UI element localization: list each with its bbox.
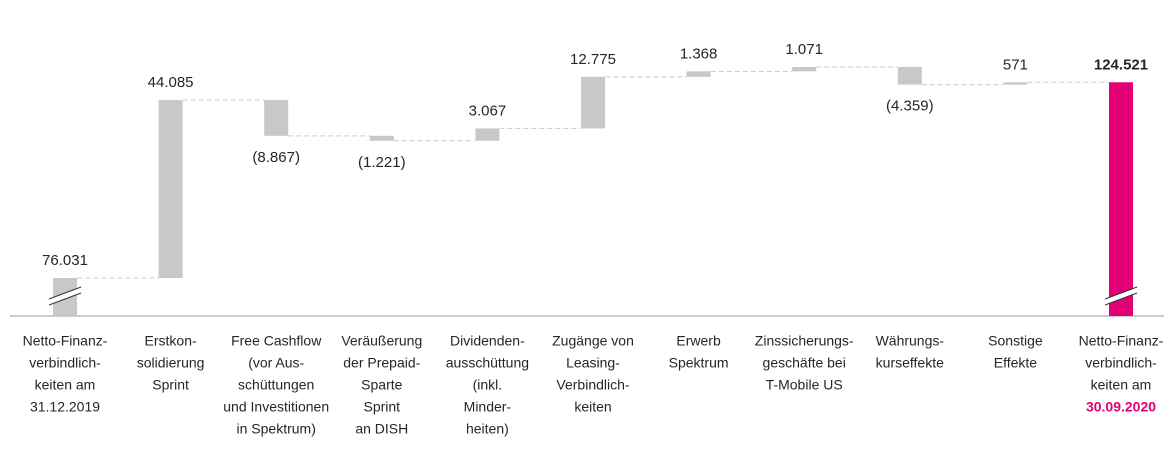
x-tick-label: (inkl.: [473, 377, 503, 393]
x-tick-label: und Investitionen: [223, 399, 329, 415]
x-tick-label: Sparte: [361, 377, 402, 393]
value-label: (1.221): [358, 154, 406, 171]
value-label: (8.867): [252, 149, 300, 166]
x-tick-label: Sprint: [152, 377, 189, 393]
x-tick-label: Effekte: [994, 355, 1038, 371]
x-tick-label: keiten: [574, 399, 611, 415]
bar: [264, 100, 289, 136]
axis-break: [48, 287, 82, 305]
x-tick-label: Veräußerung: [341, 333, 422, 349]
axis-break: [1104, 287, 1138, 305]
axis-break: [1104, 286, 1138, 300]
axis-break: [48, 286, 82, 300]
bar: [897, 67, 922, 85]
x-tick-label: Netto-Finanz-: [1079, 333, 1164, 349]
x-tick-label: Dividenden-: [450, 333, 525, 349]
x-tick-label: Leasing-: [566, 355, 620, 371]
x-tick-label: Währungs-: [876, 333, 945, 349]
x-tick-label: Zugänge von: [552, 333, 634, 349]
bar: [1003, 82, 1028, 85]
x-tick-label: an DISH: [355, 421, 408, 437]
x-tick-label: der Prepaid-: [343, 355, 420, 371]
x-tick-label: solidierung: [137, 355, 205, 371]
bar: [1109, 82, 1133, 316]
x-tick-label: Erstkon-: [145, 333, 197, 349]
value-label: 44.085: [148, 74, 194, 91]
value-label: 124.521: [1094, 56, 1148, 73]
x-tick-label: verbindlich-: [29, 355, 101, 371]
x-tick-label: Free Cashflow: [231, 333, 322, 349]
x-tick-label: kurseffekte: [876, 355, 944, 371]
bar: [369, 135, 394, 141]
value-label: 571: [1003, 56, 1028, 73]
x-tick-label: 31.12.2019: [30, 399, 100, 415]
bar: [475, 128, 500, 141]
bar: [686, 71, 711, 77]
x-tick-label: Spektrum: [669, 355, 729, 371]
x-tick-label: keiten am: [1091, 377, 1152, 393]
x-tick-label: Zinssicherungs-: [755, 333, 854, 349]
x-tick-label: 30.09.2020: [1086, 399, 1156, 415]
bar: [158, 100, 183, 278]
x-tick-label: Minder-: [464, 399, 512, 415]
axis-break: [48, 292, 82, 306]
x-tick-label: Sprint: [364, 399, 401, 415]
x-tick-label: heiten): [466, 421, 509, 437]
value-label: 1.368: [680, 45, 718, 62]
x-tick-label: ausschüttung: [446, 355, 529, 371]
x-tick-label: geschäfte bei: [763, 355, 846, 371]
x-tick-label: schüttungen: [238, 377, 314, 393]
x-tick-label: Erwerb: [676, 333, 721, 349]
x-tick-label: in Spektrum): [237, 421, 316, 437]
value-label: 1.071: [785, 41, 823, 58]
bar: [581, 76, 605, 129]
x-tick-label: Verbindlich-: [556, 377, 629, 393]
x-tick-label: Netto-Finanz-: [23, 333, 108, 349]
x-tick-label: verbindlich-: [1085, 355, 1157, 371]
value-label: 76.031: [42, 252, 88, 269]
value-label: 12.775: [570, 51, 616, 68]
x-tick-label: T-Mobile US: [766, 377, 843, 393]
x-tick-label: (vor Aus-: [248, 355, 304, 371]
axis-break: [1104, 292, 1138, 306]
x-tick-label: keiten am: [35, 377, 96, 393]
x-tick-label: Sonstige: [988, 333, 1043, 349]
value-label: (4.359): [886, 98, 934, 115]
value-label: 3.067: [469, 102, 507, 119]
bar: [792, 67, 817, 72]
